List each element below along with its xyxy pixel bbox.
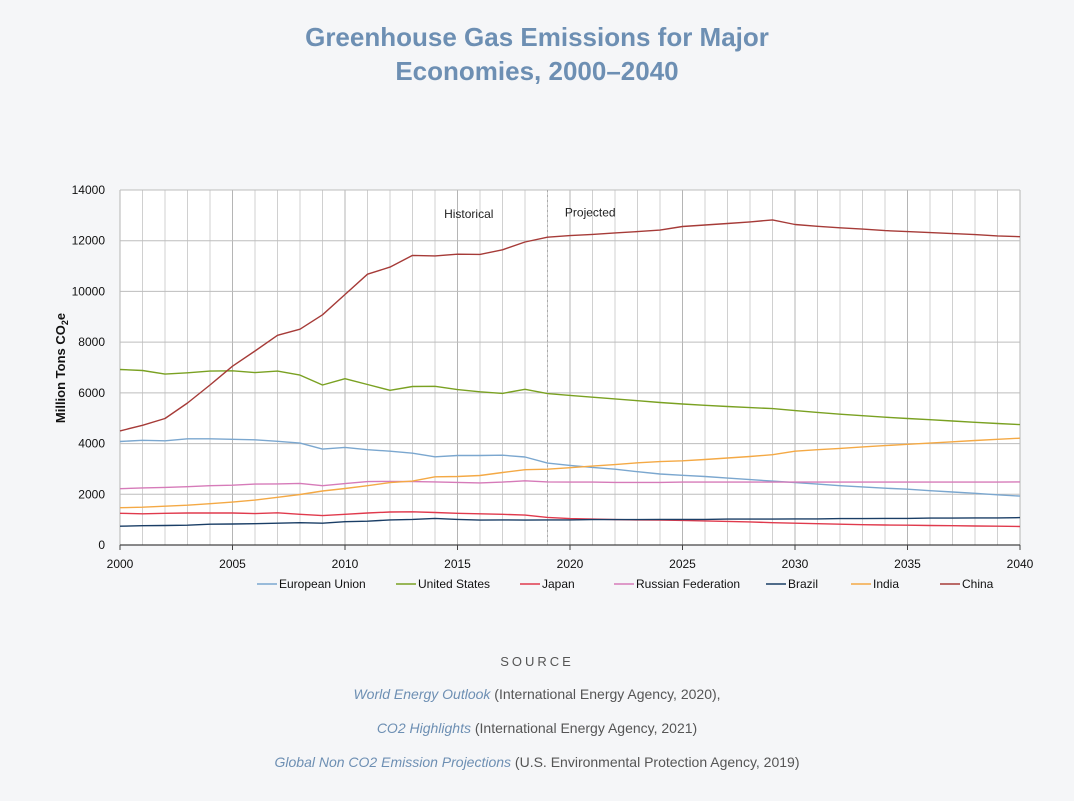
source-heading: SOURCE (500, 654, 574, 669)
title-line-1: Greenhouse Gas Emissions for Major (305, 22, 769, 52)
source-3-title[interactable]: Global Non CO2 Emission Projections (274, 754, 512, 770)
x-tick-label: 2015 (444, 557, 471, 571)
y-axis-label: Million Tons CO2e (53, 313, 70, 423)
legend-label: China (962, 577, 994, 591)
source-1-title[interactable]: World Energy Outlook (353, 686, 491, 702)
source-line-2: CO2 Highlights (International Energy Age… (0, 720, 1074, 736)
y-tick-label: 14000 (72, 183, 106, 197)
series-line-india (119, 437, 1021, 509)
y-tick-label: 0 (98, 538, 105, 552)
series-line-china (119, 219, 1021, 432)
series-line-united-states (119, 368, 1021, 426)
legend-label: Russian Federation (636, 577, 740, 591)
y-tick-label: 4000 (78, 437, 105, 451)
x-tick-label: 2005 (219, 557, 246, 571)
legend-label: India (873, 577, 899, 591)
chart-title: Greenhouse Gas Emissions for Major Econo… (0, 20, 1074, 88)
legend-item: European Union (257, 577, 366, 591)
legend-item: Japan (520, 577, 575, 591)
x-tick-label: 2000 (107, 557, 134, 571)
y-tick-label: 8000 (78, 335, 105, 349)
source-2-title[interactable]: CO2 Highlights (376, 720, 471, 736)
title-line-2: Economies, 2000–2040 (395, 56, 679, 86)
legend-item: China (940, 577, 994, 591)
series-line-japan (119, 511, 1021, 528)
legend-item: United States (396, 577, 490, 591)
x-tick-label: 2010 (332, 557, 359, 571)
annotation-projected: Projected (565, 206, 616, 220)
y-tick-label: 10000 (72, 284, 106, 298)
source-2-detail: (International Energy Agency, 2021) (470, 720, 698, 736)
legend-item: India (851, 577, 899, 591)
legend-label: United States (418, 577, 490, 591)
x-tick-label: 2025 (669, 557, 696, 571)
source-3-detail: (U.S. Environmental Protection Agency, 2… (511, 754, 800, 770)
x-tick-label: 2020 (557, 557, 584, 571)
series-line-russian-federation (119, 480, 1021, 490)
y-tick-label: 6000 (78, 386, 105, 400)
legend-item: Russian Federation (614, 577, 740, 591)
source-1-detail: (International Energy Agency, 2020), (490, 686, 721, 702)
y-tick-label: 12000 (72, 234, 106, 248)
source-line-3: Global Non CO2 Emission Projections (U.S… (0, 754, 1074, 770)
legend-label: Japan (542, 577, 575, 591)
x-tick-label: 2035 (894, 557, 921, 571)
x-tick-label: 2040 (1007, 557, 1034, 571)
legend-label: Brazil (788, 577, 818, 591)
x-tick-label: 2030 (782, 557, 809, 571)
legend-label: European Union (279, 577, 366, 591)
series-line-european-union (119, 438, 1021, 497)
annotation-historical: Historical (444, 207, 493, 221)
source-line-1: World Energy Outlook (International Ener… (0, 686, 1074, 702)
legend-item: Brazil (766, 577, 818, 591)
y-tick-label: 2000 (78, 487, 105, 501)
series-line-brazil (119, 516, 1021, 527)
